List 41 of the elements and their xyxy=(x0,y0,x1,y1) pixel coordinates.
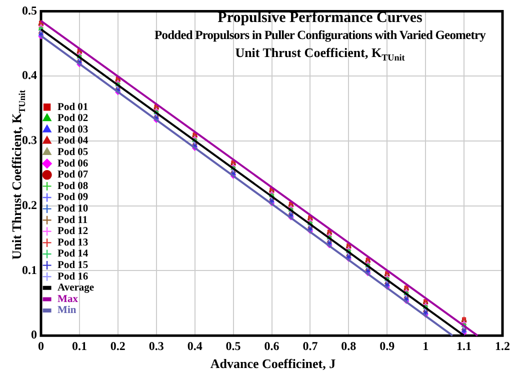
x-tick-label: 0.6 xyxy=(264,338,280,353)
x-tick-label: 0.7 xyxy=(302,338,318,353)
x-tick-label: 0.3 xyxy=(148,338,164,353)
y-tick-label: 0.5 xyxy=(22,3,37,18)
y-tick-label: 0 xyxy=(31,328,37,342)
x-tick-label: 0.4 xyxy=(187,338,202,353)
x-tick-label: 1 xyxy=(422,338,429,353)
x-axis-title: Advance Coefficinet, J xyxy=(209,356,337,372)
text: Max xyxy=(58,294,79,305)
annotation: Unit Thrust Coefficient, K$_{TUnit}$ xyxy=(234,45,406,63)
legend-label: Pod 06 xyxy=(58,158,88,170)
x-tick-label: 0.1 xyxy=(72,338,87,353)
text: Podded Propulsors in Puller Configurations with Varied Geometry xyxy=(154,28,487,43)
legend-label: Pod 05 xyxy=(58,147,88,158)
text: Average xyxy=(58,282,94,294)
legend-label: Pod 09 xyxy=(58,192,88,204)
y-tick-label: 0.1 xyxy=(22,262,37,277)
legend-label: Pod 11 xyxy=(58,214,88,226)
text: Min xyxy=(58,305,76,316)
x-tick-label: 1.1 xyxy=(456,338,472,353)
y-tick-label: 0.3 xyxy=(22,133,37,148)
legend-label: Pod 07 xyxy=(58,170,88,181)
legend-label: Pod 14 xyxy=(58,248,89,260)
legend-label: Pod 13 xyxy=(58,237,88,248)
x-tick-label: 0.2 xyxy=(110,338,126,353)
legend-label: Pod 02 xyxy=(58,113,88,124)
legend-label: Pod 01 xyxy=(58,102,88,113)
legend-label: Pod 04 xyxy=(58,136,89,147)
x-tick-label: 1.2 xyxy=(495,338,510,353)
y-tick-label: 0.2 xyxy=(22,198,37,212)
chart-title: Propulsive Performance Curves xyxy=(216,10,424,27)
legend-label: Pod 12 xyxy=(58,226,88,238)
x-tick-label: 0.8 xyxy=(341,338,356,353)
y-tick-label: 0.4 xyxy=(22,68,37,82)
x-tick-label: 0.5 xyxy=(226,338,241,353)
legend-label: Pod 15 xyxy=(58,260,88,272)
legend-label: Pod 10 xyxy=(58,204,88,215)
legend-label: Pod 16 xyxy=(58,271,88,282)
legend-label: Pod 08 xyxy=(58,180,88,192)
x-tick-label: 0.9 xyxy=(380,338,395,353)
legend-label: Pod 03 xyxy=(58,124,88,136)
